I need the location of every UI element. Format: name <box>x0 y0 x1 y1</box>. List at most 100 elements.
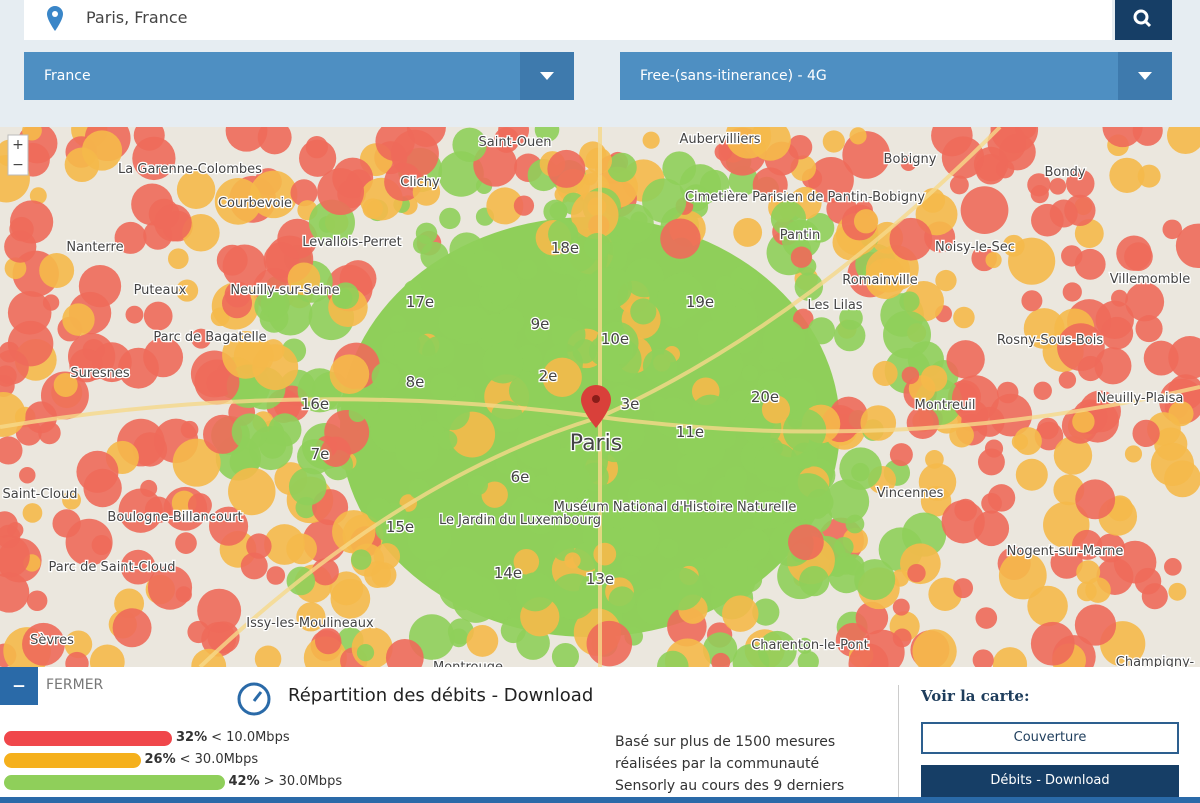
coverage-blob <box>889 217 933 261</box>
coverage-blob <box>853 209 879 234</box>
coverage-blob <box>757 370 786 399</box>
map-label: Noisy-le-Sec <box>935 240 1015 255</box>
map-label: Boulogne-Billancourt <box>107 510 242 525</box>
coverage-blob <box>197 588 242 633</box>
close-icon[interactable]: – <box>0 667 38 705</box>
search-button[interactable] <box>1115 0 1172 40</box>
coverage-blob <box>606 503 632 529</box>
coverage-blob <box>889 443 913 467</box>
coverage-blob <box>466 625 499 657</box>
coverage-blob <box>517 468 536 487</box>
coverage-blob <box>1072 410 1095 433</box>
map-label: Montreuil <box>914 398 975 413</box>
coverage-blob <box>1137 164 1161 188</box>
coverage-blob <box>736 528 771 562</box>
coverage-blob <box>1066 169 1095 198</box>
coverage-blob <box>438 566 483 611</box>
map-label: 16e <box>301 395 329 413</box>
coverage-blob <box>946 340 985 379</box>
coverage-blob <box>619 515 660 557</box>
coverage-blob <box>621 555 641 576</box>
distribution-range: > 30.0Mbps <box>263 774 343 789</box>
map-label: Rosny-Sous-Bois <box>997 333 1103 348</box>
country-dropdown[interactable]: France <box>24 52 574 100</box>
coverage-blob <box>0 572 30 613</box>
coverage-blob <box>920 485 952 517</box>
coverage-blob <box>992 647 1028 667</box>
coverage-blob <box>167 248 189 270</box>
coverage-blob <box>834 319 866 352</box>
coverage-blob <box>429 372 458 401</box>
coverage-blob <box>4 257 27 280</box>
coverage-button[interactable]: Couverture <box>921 722 1179 754</box>
zoom-in[interactable]: + <box>12 137 24 153</box>
coverage-blob <box>467 475 489 496</box>
coverage-blob <box>314 627 342 655</box>
coverage-blob <box>191 328 212 349</box>
coverage-blob <box>81 130 123 171</box>
map-label: Bobigny <box>884 152 937 167</box>
search-box[interactable]: Paris, France <box>24 0 1112 40</box>
coverage-blob <box>762 319 806 363</box>
coverage-blob <box>143 337 184 378</box>
coverage-blob <box>953 578 974 599</box>
close-label[interactable]: FERMER <box>46 677 104 693</box>
coverage-blob <box>642 131 660 149</box>
coverage-blob <box>741 365 759 382</box>
coverage-blob <box>455 386 476 407</box>
network-dropdown[interactable]: Free-(sans-itinerance) - 4G <box>620 52 1172 100</box>
coverage-blob <box>246 533 272 559</box>
coverage-blob <box>515 572 555 612</box>
map-label: Courbevoie <box>218 196 292 211</box>
coverage-blob <box>412 178 441 206</box>
download-button[interactable]: Débits - Download <box>921 765 1179 797</box>
coverage-blob <box>641 178 687 223</box>
coverage-blob <box>793 308 814 330</box>
coverage-blob <box>941 500 985 544</box>
coverage-blob <box>257 127 292 155</box>
coverage-blob <box>214 177 262 225</box>
map-label: 17e <box>406 293 434 311</box>
speed-icon <box>237 682 271 716</box>
coverage-blob <box>1162 219 1183 240</box>
coverage-blob <box>949 422 974 448</box>
coverage-blob <box>1102 127 1143 148</box>
coverage-blob <box>1124 445 1143 463</box>
coverage-blob <box>330 578 371 619</box>
coverage-blob <box>872 360 898 387</box>
map-label: 2e <box>539 367 558 385</box>
coverage-blob <box>317 168 365 216</box>
coverage-blob <box>608 586 636 614</box>
coverage-blob <box>508 374 541 407</box>
coverage-blob <box>69 348 104 383</box>
coverage-blob <box>572 542 602 571</box>
coverage-blob <box>1002 234 1025 257</box>
distribution-bar <box>4 731 172 746</box>
coverage-blob <box>486 187 524 225</box>
coverage-blob <box>175 279 199 302</box>
coverage-blob <box>903 281 945 322</box>
coverage-blob <box>1154 427 1188 461</box>
map-label: Nogent-sur-Marne <box>1007 544 1124 559</box>
coverage-blob <box>690 394 731 435</box>
map-label: Issy-les-Moulineaux <box>246 616 374 631</box>
coverage-blob <box>268 291 313 336</box>
map-label: 3e <box>621 395 640 413</box>
zoom-out[interactable]: − <box>12 157 24 173</box>
map-label: Saint-Ouen <box>479 135 552 150</box>
distribution-percent: 42% <box>228 774 260 789</box>
map[interactable]: Saint-Ouen Aubervilliers Bobigny Bondy La Ga… <box>0 127 1200 667</box>
coverage-blob <box>1132 419 1160 448</box>
map-label: La Garenne-Colombes <box>118 162 262 177</box>
coverage-blob <box>438 151 484 197</box>
coverage-blob <box>1166 127 1200 154</box>
coverage-blob <box>481 481 508 508</box>
coverage-blob <box>654 484 688 518</box>
coverage-blob <box>763 438 783 458</box>
distribution-bar <box>4 753 141 768</box>
coverage-blob <box>613 203 654 244</box>
coverage-blob <box>517 259 538 280</box>
coverage-blob <box>697 341 743 387</box>
coverage-blob <box>941 136 985 179</box>
coverage-blob <box>715 275 735 295</box>
